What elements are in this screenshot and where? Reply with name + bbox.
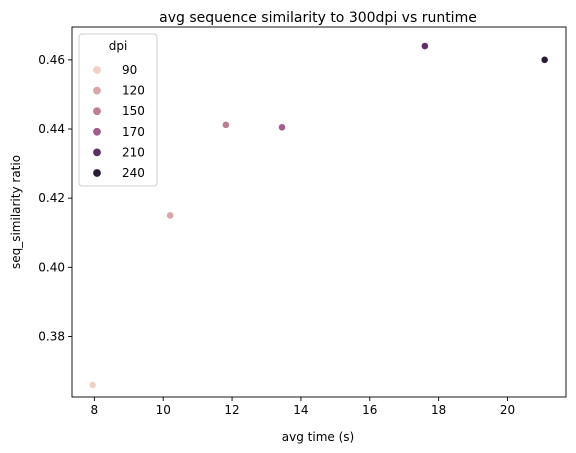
data-point-dpi-170 [278, 123, 286, 132]
x-tick-label: 8 [91, 403, 99, 417]
data-points [88, 42, 549, 389]
legend-marker-dpi-210 [92, 147, 102, 157]
legend-title: dpi [109, 39, 128, 53]
y-tick-label: 0.44 [38, 122, 65, 136]
data-point-dpi-120 [166, 211, 175, 220]
x-tick-label: 14 [293, 403, 308, 417]
legend-marker-dpi-240 [92, 168, 102, 178]
chart-title: avg sequence similarity to 300dpi vs run… [159, 10, 477, 26]
legend: dpi 90 120 150 170 210 240 [78, 33, 158, 187]
axes-frame [71, 26, 567, 398]
legend-label-dpi-240: 240 [122, 166, 145, 180]
legend-marker-dpi-90 [92, 65, 102, 75]
legend-label-dpi-90: 90 [122, 63, 137, 77]
legend-box [78, 33, 158, 187]
legend-label-dpi-120: 120 [122, 84, 145, 98]
x-tick-label: 12 [224, 403, 239, 417]
y-tick-label: 0.46 [38, 53, 65, 67]
x-tick-label: 16 [362, 403, 377, 417]
data-point-dpi-90 [88, 380, 97, 389]
data-point-dpi-150 [221, 120, 230, 129]
x-axis-label: avg time (s) [282, 430, 354, 444]
y-axis-label: seq_similarity ratio [9, 155, 23, 269]
legend-label-dpi-210: 210 [122, 145, 145, 159]
data-point-dpi-210 [420, 42, 429, 50]
legend-label-dpi-150: 150 [122, 104, 145, 118]
data-point-dpi-240 [540, 55, 549, 64]
x-tick-label: 10 [156, 403, 171, 417]
x-tick-label: 18 [431, 403, 446, 417]
y-axis-ticks: 0.38 0.40 0.42 0.44 0.46 [38, 53, 72, 343]
plot-area: 8 10 12 14 16 18 20 0.38 0.40 0.42 0.44 0.46 [38, 26, 567, 417]
y-tick-label: 0.42 [38, 191, 65, 205]
y-tick-label: 0.40 [38, 260, 65, 274]
x-axis-ticks: 8 10 12 14 16 18 20 [91, 397, 515, 417]
legend-items: 90 120 150 170 210 240 [92, 63, 145, 180]
legend-marker-dpi-120 [92, 86, 102, 96]
legend-marker-dpi-150 [92, 106, 102, 116]
y-tick-label: 0.38 [38, 329, 65, 343]
legend-label-dpi-170: 170 [122, 125, 145, 139]
legend-marker-dpi-170 [92, 127, 102, 137]
x-tick-label: 20 [500, 403, 515, 417]
